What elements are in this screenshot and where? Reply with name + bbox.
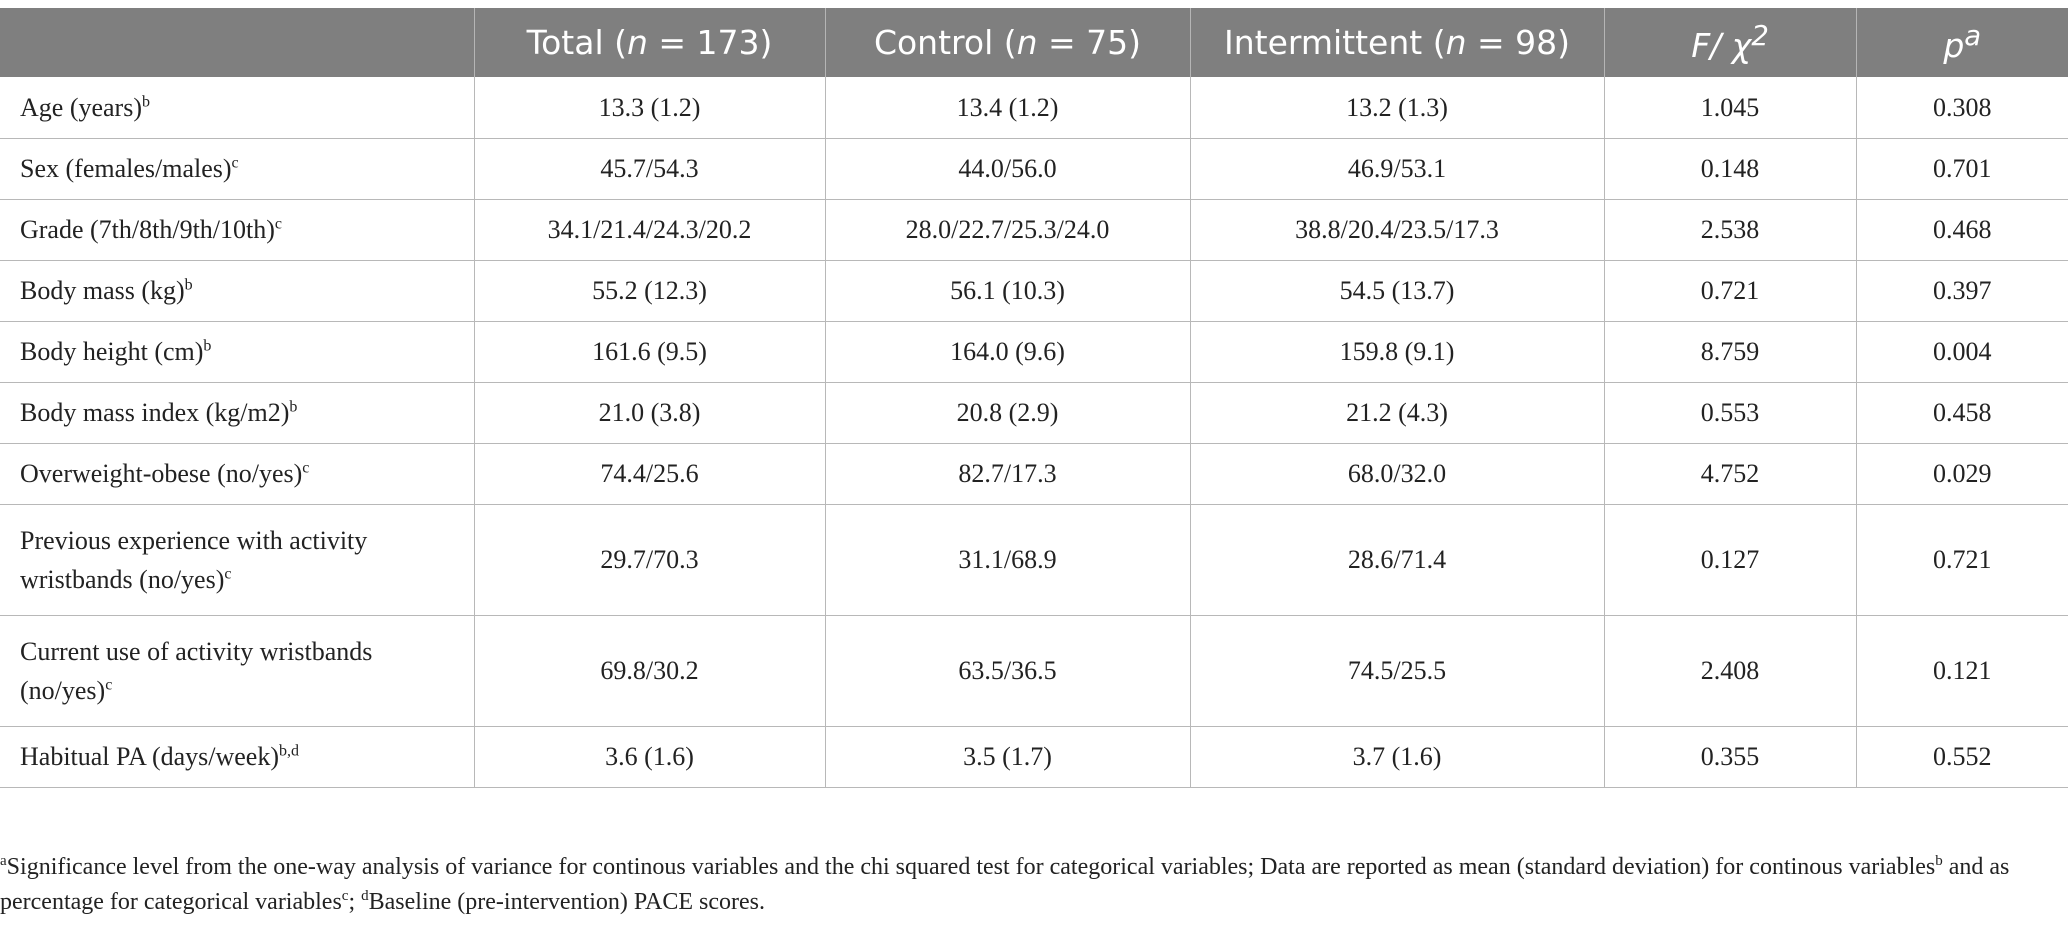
cell-total: 21.0 (3.8) (474, 382, 826, 444)
header-p-value: pa (1856, 8, 2068, 77)
cell-intermittent: 38.8/20.4/23.5/17.3 (1190, 199, 1605, 261)
table-footnote: aSignificance level from the one-way ana… (0, 853, 2010, 916)
cell-total: 13.3 (1.2) (474, 77, 826, 139)
table-row: Grade (7th/8th/9th/10th)c 34.1/21.4/24.3/… (0, 199, 2068, 261)
table-row: Sex (females/males)c 45.7/54.3 44.0/56.0 46… (0, 138, 2068, 200)
baseline-characteristics-table: Total (n = 173) Control (n = 75) Intermi… (0, 8, 2068, 788)
row-label: Habitual PA (days/week)b,d (0, 726, 475, 788)
row-label: Body mass index (kg/m2)b (0, 382, 475, 444)
row-label: Sex (females/males)c (0, 138, 475, 200)
cell-intermittent: 74.5/25.5 (1190, 615, 1605, 727)
row-label: Age (years)b (0, 77, 475, 139)
table-row: Body height (cm)b 161.6 (9.5) 164.0 (9.6) 1… (0, 321, 2068, 383)
cell-intermittent: 3.7 (1.6) (1190, 726, 1605, 788)
table-row: Body mass index (kg/m2)b 21.0 (3.8) 20.8 (… (0, 382, 2068, 444)
cell-p-value: 0.721 (1856, 504, 2068, 616)
cell-intermittent: 68.0/32.0 (1190, 443, 1605, 505)
cell-intermittent: 46.9/53.1 (1190, 138, 1605, 200)
cell-control: 82.7/17.3 (825, 443, 1191, 505)
cell-control: 13.4 (1.2) (825, 77, 1191, 139)
cell-f-chi2: 0.148 (1604, 138, 1857, 200)
cell-p-value: 0.397 (1856, 260, 2068, 322)
cell-control: 31.1/68.9 (825, 504, 1191, 616)
row-label: Body height (cm)b (0, 321, 475, 383)
row-label: Overweight-obese (no/yes)c (0, 443, 475, 505)
header-total: Total (n = 173) (474, 8, 826, 77)
cell-f-chi2: 0.721 (1604, 260, 1857, 322)
header-f-chi2: F/ χ2 (1604, 8, 1857, 77)
table-row: Habitual PA (days/week)b,d 3.6 (1.6) 3.5 (… (0, 726, 2068, 788)
cell-f-chi2: 0.127 (1604, 504, 1857, 616)
header-control: Control (n = 75) (825, 8, 1191, 77)
table-row: Current use of activity wristbands (no/y… (0, 615, 2068, 727)
row-label: Previous experience with activity wristb… (0, 504, 475, 616)
cell-p-value: 0.468 (1856, 199, 2068, 261)
cell-f-chi2: 2.408 (1604, 615, 1857, 727)
header-intermittent: Intermittent (n = 98) (1190, 8, 1605, 77)
cell-control: 20.8 (2.9) (825, 382, 1191, 444)
cell-control: 28.0/22.7/25.3/24.0 (825, 199, 1191, 261)
table-header-row: Total (n = 173) Control (n = 75) Intermi… (0, 8, 2068, 77)
cell-p-value: 0.701 (1856, 138, 2068, 200)
cell-total: 29.7/70.3 (474, 504, 826, 616)
cell-p-value: 0.308 (1856, 77, 2068, 139)
cell-control: 56.1 (10.3) (825, 260, 1191, 322)
cell-control: 164.0 (9.6) (825, 321, 1191, 383)
cell-p-value: 0.029 (1856, 443, 2068, 505)
cell-p-value: 0.458 (1856, 382, 2068, 444)
cell-control: 3.5 (1.7) (825, 726, 1191, 788)
cell-intermittent: 13.2 (1.3) (1190, 77, 1605, 139)
cell-intermittent: 21.2 (4.3) (1190, 382, 1605, 444)
cell-intermittent: 54.5 (13.7) (1190, 260, 1605, 322)
cell-f-chi2: 4.752 (1604, 443, 1857, 505)
cell-p-value: 0.004 (1856, 321, 2068, 383)
table-row: Previous experience with activity wristb… (0, 504, 2068, 616)
cell-p-value: 0.552 (1856, 726, 2068, 788)
cell-f-chi2: 0.553 (1604, 382, 1857, 444)
cell-intermittent: 28.6/71.4 (1190, 504, 1605, 616)
cell-total: 74.4/25.6 (474, 443, 826, 505)
cell-total: 55.2 (12.3) (474, 260, 826, 322)
cell-total: 161.6 (9.5) (474, 321, 826, 383)
cell-intermittent: 159.8 (9.1) (1190, 321, 1605, 383)
cell-f-chi2: 0.355 (1604, 726, 1857, 788)
cell-control: 44.0/56.0 (825, 138, 1191, 200)
table-body: Age (years)b 13.3 (1.2) 13.4 (1.2) 13.2 (1.… (0, 77, 2068, 788)
cell-f-chi2: 1.045 (1604, 77, 1857, 139)
cell-f-chi2: 2.538 (1604, 199, 1857, 261)
table-row: Overweight-obese (no/yes)c 74.4/25.6 82.7/… (0, 443, 2068, 505)
cell-total: 45.7/54.3 (474, 138, 826, 200)
row-label: Grade (7th/8th/9th/10th)c (0, 199, 475, 261)
cell-f-chi2: 8.759 (1604, 321, 1857, 383)
header-variable (0, 8, 475, 77)
table-row: Body mass (kg)b 55.2 (12.3) 56.1 (10.3) 54.… (0, 260, 2068, 322)
cell-total: 69.8/30.2 (474, 615, 826, 727)
cell-control: 63.5/36.5 (825, 615, 1191, 727)
cell-total: 3.6 (1.6) (474, 726, 826, 788)
row-label: Body mass (kg)b (0, 260, 475, 322)
cell-p-value: 0.121 (1856, 615, 2068, 727)
table-row: Age (years)b 13.3 (1.2) 13.4 (1.2) 13.2 (1.… (0, 77, 2068, 139)
row-label: Current use of activity wristbands (no/y… (0, 615, 475, 727)
cell-total: 34.1/21.4/24.3/20.2 (474, 199, 826, 261)
